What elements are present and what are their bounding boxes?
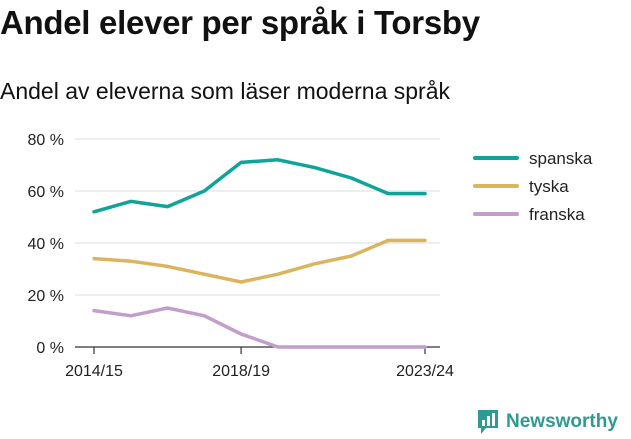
bar-chart-icon xyxy=(478,410,498,434)
series-line-franska xyxy=(92,306,427,349)
chart-subtitle: Andel av eleverna som läser moderna språ… xyxy=(0,78,451,104)
series-line-tyska xyxy=(92,238,427,284)
brand-logo: Newsworthy xyxy=(476,408,618,436)
legend-label-tyska: tyska xyxy=(529,177,569,196)
legend-label-spanska: spanska xyxy=(529,149,593,168)
series-line-spanska xyxy=(92,158,427,214)
brand-name: Newsworthy xyxy=(506,411,618,432)
y-tick-label: 20 % xyxy=(28,288,64,305)
y-tick-label: 60 % xyxy=(28,184,64,201)
line-chart: 0 % 20 % 40 % 60 % 80 % 2014/15 2018/19 2023/24… xyxy=(28,132,593,380)
chart-title: Andel elever per språk i Torsby xyxy=(0,4,480,41)
x-tick-label: 2023/24 xyxy=(396,363,454,380)
y-tick-label: 80 % xyxy=(28,132,64,149)
x-tick-label: 2018/19 xyxy=(212,363,270,380)
legend-label-franska: franska xyxy=(529,205,585,224)
y-tick-label: 40 % xyxy=(28,236,64,253)
y-tick-label: 0 % xyxy=(36,340,64,357)
x-tick-label: 2014/15 xyxy=(65,363,123,380)
